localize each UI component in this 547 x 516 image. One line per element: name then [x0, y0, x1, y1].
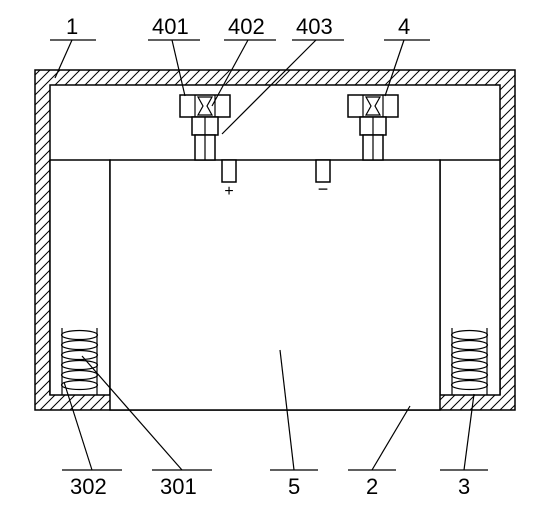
svg-text:+: +: [224, 183, 233, 200]
label-2: 2: [366, 474, 378, 500]
label-302: 302: [70, 474, 107, 500]
technical-drawing-svg: + −: [0, 0, 547, 516]
label-403: 403: [296, 14, 333, 40]
terminal-negative: −: [316, 160, 330, 199]
connector-right: [348, 95, 398, 160]
label-1: 1: [66, 14, 78, 40]
label-5: 5: [288, 474, 300, 500]
diagram-container: + −: [0, 0, 547, 516]
label-401: 401: [152, 14, 189, 40]
center-block: [110, 160, 440, 410]
label-301: 301: [160, 474, 197, 500]
svg-text:−: −: [318, 179, 329, 199]
connector-left: [180, 95, 230, 160]
label-4: 4: [398, 14, 410, 40]
label-3: 3: [458, 474, 470, 500]
label-402: 402: [228, 14, 265, 40]
